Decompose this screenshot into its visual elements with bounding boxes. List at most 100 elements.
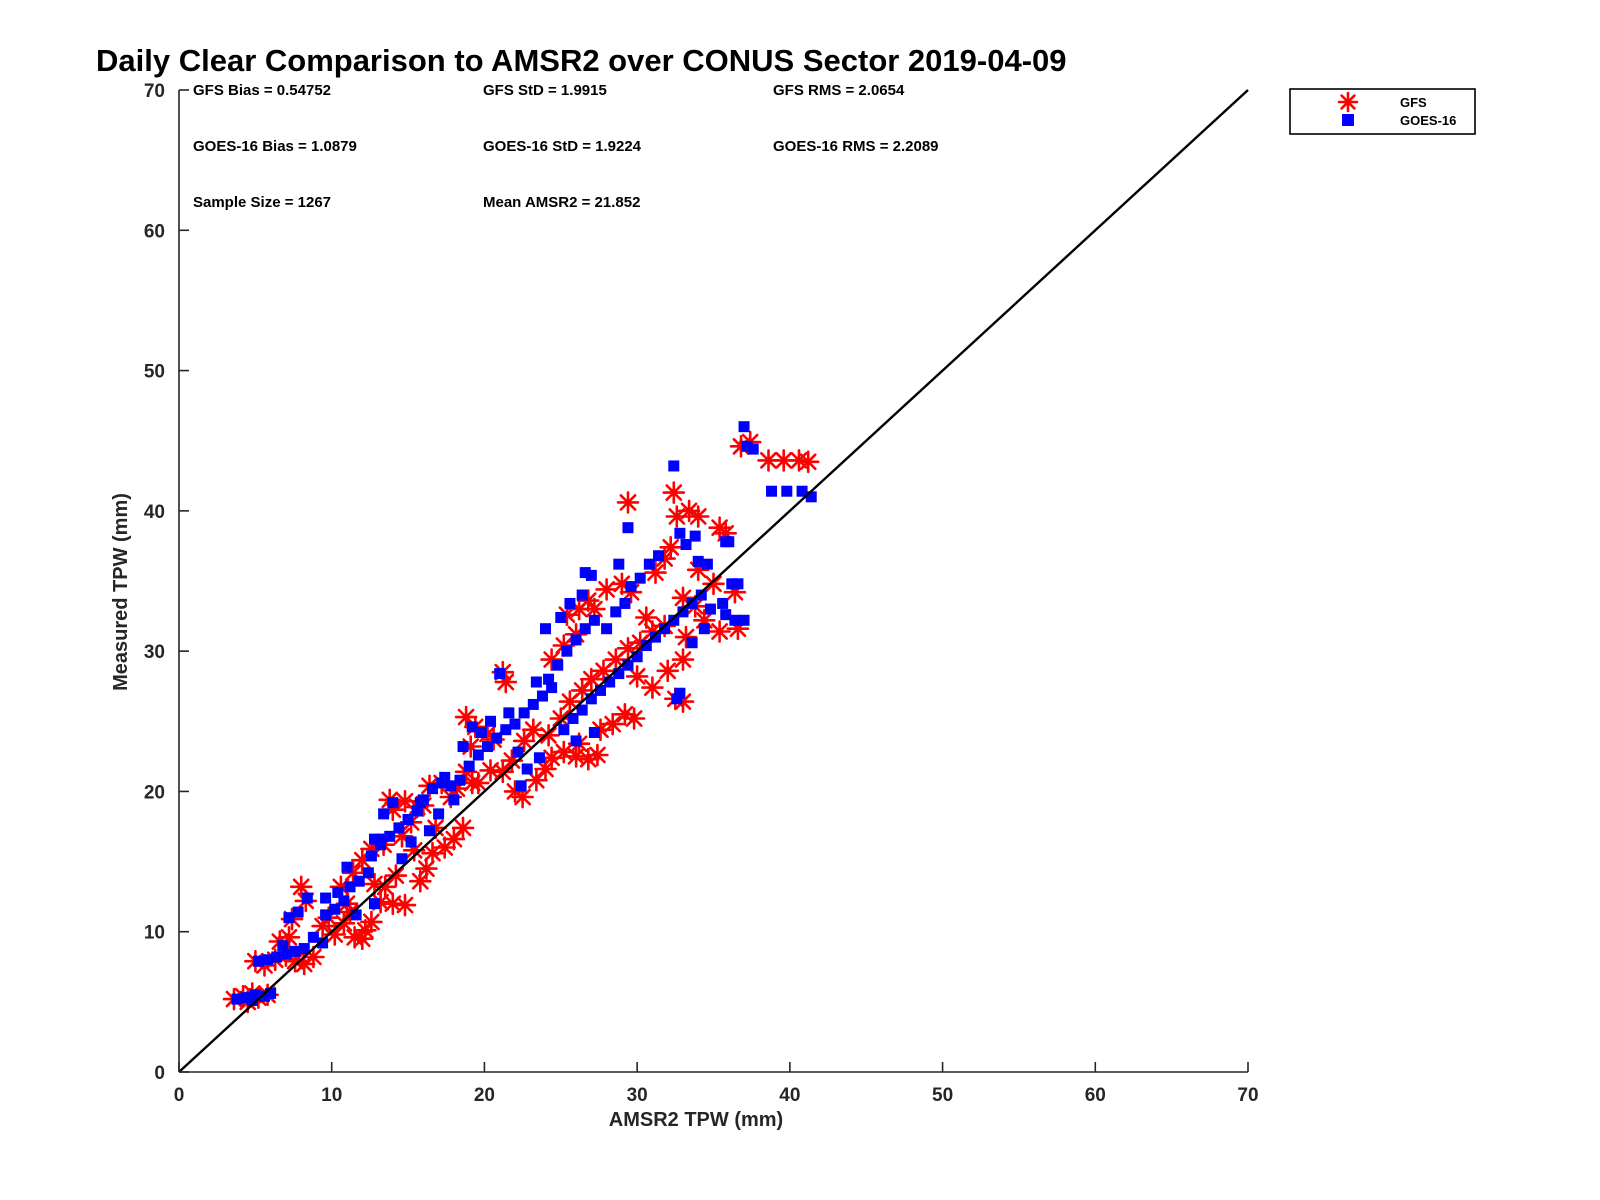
goes-16-point xyxy=(298,943,310,955)
goes-16-point xyxy=(668,614,680,626)
goes-16-point xyxy=(686,637,698,649)
x-tick-label: 50 xyxy=(932,1085,953,1106)
goes-16-point xyxy=(393,822,405,834)
goes-16-point xyxy=(766,485,778,497)
goes-16-point xyxy=(653,550,665,562)
goes-16-point xyxy=(317,937,329,949)
goes-16-point xyxy=(252,955,264,967)
goes-16-point xyxy=(240,992,252,1004)
gfs-point xyxy=(341,861,365,885)
goes-16-point xyxy=(365,850,377,862)
gfs-point xyxy=(390,825,414,848)
goes-16-point xyxy=(280,948,292,960)
gfs-point xyxy=(494,670,518,694)
legend-gfs-label: GFS xyxy=(1400,95,1427,110)
goes-16-point xyxy=(454,774,466,786)
gfs-point xyxy=(537,724,560,747)
gfs-point xyxy=(467,771,490,795)
gfs-point xyxy=(540,746,563,770)
stat-sample-size: Sample Size = 1267 xyxy=(193,194,331,211)
gfs-point xyxy=(662,481,686,504)
series-goes-16 xyxy=(231,421,817,1006)
goes-16-point xyxy=(698,623,710,635)
goes-16-point xyxy=(579,623,591,635)
gfs-point xyxy=(693,609,716,632)
gfs-point xyxy=(451,816,475,840)
y-axis-label: Measured TPW (mm) xyxy=(110,493,132,691)
gfs-point xyxy=(343,926,366,949)
gfs-point xyxy=(311,914,334,938)
x-axis-label: AMSR2 TPW (mm) xyxy=(609,1109,783,1131)
gfs-point xyxy=(564,623,588,646)
goes-16-point xyxy=(576,589,588,601)
gfs-point xyxy=(708,620,731,643)
gfs-point xyxy=(540,648,563,671)
gfs-point xyxy=(421,841,444,865)
goes-16-point xyxy=(411,805,423,817)
gfs-point xyxy=(635,606,658,629)
goes-16-point xyxy=(353,875,365,887)
goes-16-point xyxy=(738,421,750,433)
goes-16-point xyxy=(555,611,567,623)
x-tick-label: 20 xyxy=(474,1085,495,1106)
goes-16-point xyxy=(546,682,558,694)
goes-16-point xyxy=(338,895,350,907)
gfs-point xyxy=(625,665,649,688)
gfs-point xyxy=(445,777,469,800)
goes-16-point xyxy=(259,990,271,1002)
gfs-point xyxy=(772,449,795,472)
reference-line xyxy=(178,89,1249,1073)
goes-16-point xyxy=(732,578,744,590)
goes-16-point xyxy=(631,651,643,663)
goes-16-point xyxy=(564,597,576,609)
stat-mean-amsr2: Mean AMSR2 = 21.852 xyxy=(483,194,640,211)
goes-16-point xyxy=(320,892,332,904)
gfs-point xyxy=(653,547,676,570)
goes-16-point xyxy=(427,783,439,795)
goes-16-point xyxy=(481,741,493,753)
goes-16-point xyxy=(500,724,512,736)
gfs-point xyxy=(522,718,545,741)
goes-16-point xyxy=(720,609,732,621)
goes-16-point xyxy=(530,676,542,688)
gfs-point xyxy=(714,522,737,545)
x-tick-label: 60 xyxy=(1085,1085,1106,1106)
stat-gfs-rms: GFS RMS = 2.0654 xyxy=(773,82,905,99)
goes-16-point xyxy=(674,527,686,539)
goes-16-point xyxy=(375,839,387,851)
gfs-point xyxy=(329,875,353,899)
goes-16-point xyxy=(405,836,417,848)
goes-16-point xyxy=(402,813,414,825)
goes-16-point xyxy=(521,763,533,775)
gfs-point xyxy=(393,893,417,917)
goes-16-point xyxy=(695,589,707,601)
gfs-point xyxy=(292,952,316,976)
goes-16-point xyxy=(643,558,655,570)
goes-16-point xyxy=(436,777,448,789)
axes xyxy=(178,90,1248,1073)
goes-16-point xyxy=(246,994,258,1006)
x-tick-label: 40 xyxy=(779,1085,800,1106)
gfs-point xyxy=(534,757,557,781)
goes-16-point xyxy=(659,623,671,635)
gfs-point xyxy=(402,839,426,862)
gfs-point xyxy=(424,816,447,840)
y-tick-label: 70 xyxy=(144,81,165,102)
gfs-point xyxy=(491,760,515,784)
gfs-point xyxy=(604,648,628,671)
gfs-point xyxy=(369,891,392,914)
goes-16-point xyxy=(289,945,301,957)
goes-16-point xyxy=(579,567,591,579)
gfs-point xyxy=(302,945,325,969)
gfs-point xyxy=(616,637,640,660)
goes-16-point xyxy=(463,760,475,772)
x-tick-label: 30 xyxy=(627,1085,648,1106)
gfs-point xyxy=(381,892,405,915)
gfs-point xyxy=(511,785,534,809)
gfs-point xyxy=(641,676,664,699)
goes-16-point xyxy=(494,668,506,680)
goes-16-point xyxy=(344,881,356,893)
gfs-point xyxy=(622,707,646,730)
goes-16-point xyxy=(249,989,261,1001)
goes-16-point xyxy=(491,732,503,744)
